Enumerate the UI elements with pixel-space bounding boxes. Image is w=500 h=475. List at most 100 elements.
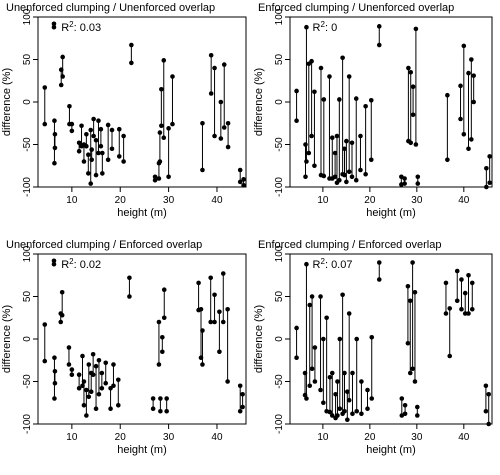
data-point	[459, 277, 464, 282]
data-point	[309, 366, 315, 372]
data-point	[52, 160, 57, 166]
data-point	[466, 272, 471, 278]
data-point	[100, 171, 105, 176]
data-point	[90, 352, 96, 357]
data-point	[84, 143, 89, 149]
data-point	[103, 360, 109, 366]
x-tick-label: 20	[115, 432, 127, 443]
data-point	[359, 379, 364, 384]
data-point	[312, 89, 317, 95]
data-point	[304, 159, 309, 164]
data-point	[161, 287, 167, 293]
data-point	[157, 159, 163, 164]
data-point	[69, 128, 75, 134]
y-tick-label: -50	[274, 374, 285, 389]
data-point	[237, 408, 243, 414]
data-point	[150, 396, 156, 401]
y-tick-label: 100	[274, 8, 285, 25]
data-point	[335, 379, 340, 384]
data-point	[329, 370, 335, 376]
data-point	[161, 58, 167, 63]
data-point	[86, 152, 91, 157]
data-point	[58, 319, 64, 325]
data-point	[52, 369, 58, 374]
data-point	[443, 311, 449, 316]
data-point	[127, 294, 132, 299]
data-point	[200, 328, 205, 333]
data-point	[84, 413, 89, 418]
data-point	[152, 174, 158, 180]
data-point	[208, 275, 213, 281]
data-point	[90, 372, 96, 378]
y-axis-label: difference (%)	[1, 305, 13, 373]
data-point	[345, 389, 350, 395]
data-point	[407, 298, 413, 304]
data-point	[156, 319, 162, 325]
data-point	[105, 157, 111, 163]
data-point	[115, 377, 121, 383]
x-axis-label: height (m)	[366, 207, 416, 219]
data-point	[321, 97, 327, 102]
data-point	[166, 174, 171, 180]
data-point	[486, 391, 492, 397]
data-point	[208, 319, 213, 325]
data-point	[469, 306, 475, 312]
data-point	[304, 396, 309, 401]
data-point	[334, 133, 340, 139]
data-point	[86, 362, 92, 367]
data-point	[407, 370, 413, 376]
data-point	[329, 135, 335, 140]
data-point	[218, 99, 224, 105]
data-point	[350, 411, 355, 417]
data-point	[332, 174, 338, 180]
data-point	[312, 379, 318, 384]
data-point	[212, 292, 217, 298]
data-point	[402, 176, 407, 181]
x-tick-label: 10	[317, 432, 329, 443]
data-point	[376, 42, 382, 48]
data-point	[225, 144, 231, 150]
data-point	[108, 406, 113, 412]
data-point	[212, 65, 217, 71]
x-axis-label: height (m)	[366, 444, 416, 456]
panel-4: Enforced clumping / Enforced overlap -100…	[253, 239, 493, 456]
data-point	[487, 154, 492, 159]
data-point	[52, 355, 57, 361]
data-point	[42, 121, 48, 127]
data-point	[469, 137, 474, 142]
data-point	[332, 150, 338, 156]
y-tick-label: 0	[22, 99, 33, 105]
data-point	[363, 103, 368, 109]
data-point	[212, 133, 217, 139]
data-point	[88, 127, 94, 133]
data-point	[410, 260, 415, 265]
data-point	[159, 123, 164, 129]
x-tick-label: 40	[458, 432, 470, 443]
data-point	[111, 362, 116, 367]
x-tick-label: 10	[66, 432, 78, 443]
data-point	[368, 98, 374, 103]
data-point	[415, 181, 421, 186]
data-point	[369, 396, 375, 401]
data-point	[312, 163, 317, 169]
data-point	[93, 406, 99, 412]
data-point	[156, 362, 162, 367]
data-point	[346, 169, 352, 174]
data-point	[116, 126, 122, 132]
data-point	[445, 92, 450, 98]
data-point	[52, 132, 58, 137]
data-point	[121, 159, 126, 164]
data-point	[337, 406, 343, 412]
x-tick-label: 20	[115, 195, 127, 206]
data-point	[76, 386, 82, 391]
data-point	[365, 406, 370, 412]
data-point	[52, 118, 57, 123]
data-point	[354, 408, 360, 414]
data-point	[466, 146, 471, 152]
data-point	[86, 394, 92, 400]
x-tick-label: 30	[411, 195, 423, 206]
data-point	[410, 112, 416, 118]
data-point	[116, 154, 122, 159]
data-point	[109, 146, 115, 152]
y-tick-label: 0	[22, 336, 33, 342]
